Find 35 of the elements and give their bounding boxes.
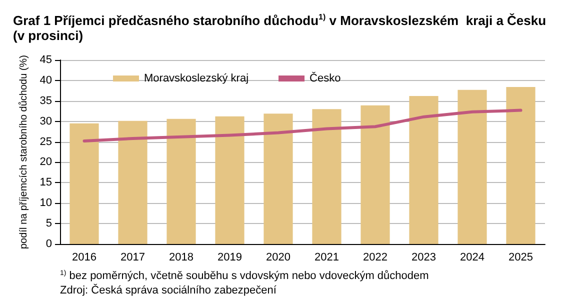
bar: [458, 90, 487, 244]
x-tick-label: 2017: [120, 252, 145, 264]
legend-label: Česko: [310, 72, 341, 84]
y-tick-label: 15: [40, 176, 52, 189]
y-tick-label: 35: [40, 94, 52, 107]
y-tick-label: 20: [40, 156, 52, 168]
line-series: [82, 108, 522, 142]
y-tick-label: 40: [40, 74, 52, 86]
x-tick-label: 2016: [72, 252, 96, 264]
y-tick-label: 45: [40, 54, 52, 66]
bar: [70, 123, 99, 244]
y-axis-title: podíl na příjemcích starobního důchodu (%): [17, 55, 30, 249]
x-tick-label: 2021: [314, 252, 339, 264]
bar: [360, 105, 390, 244]
x-tick-label: 2023: [412, 252, 436, 264]
x-tick-label: 2019: [218, 252, 242, 264]
text: Zdroj: Česká správa sociálního zabezpečení: [60, 284, 278, 296]
bar: [409, 96, 438, 244]
bar: [312, 109, 342, 244]
legend-label: Moravskoslezský kraj: [144, 72, 249, 84]
bar: [118, 120, 148, 244]
x-tick-label: 2020: [266, 252, 290, 264]
x-tick-label: 2022: [363, 252, 388, 264]
y-tick-label: 10: [40, 197, 52, 210]
x-tick-label: 2018: [169, 252, 194, 264]
y-tick-label: 0: [46, 238, 52, 250]
y-tick-label: 5: [46, 218, 52, 230]
bar: [506, 86, 536, 244]
bar: [264, 114, 293, 244]
y-tick-label: 30: [40, 115, 52, 128]
x-tick-label: 2024: [460, 252, 484, 264]
y-tick-label: 25: [40, 136, 52, 148]
bar: [166, 118, 196, 244]
x-tick-label: 2025: [508, 252, 533, 264]
bar: [215, 116, 244, 244]
